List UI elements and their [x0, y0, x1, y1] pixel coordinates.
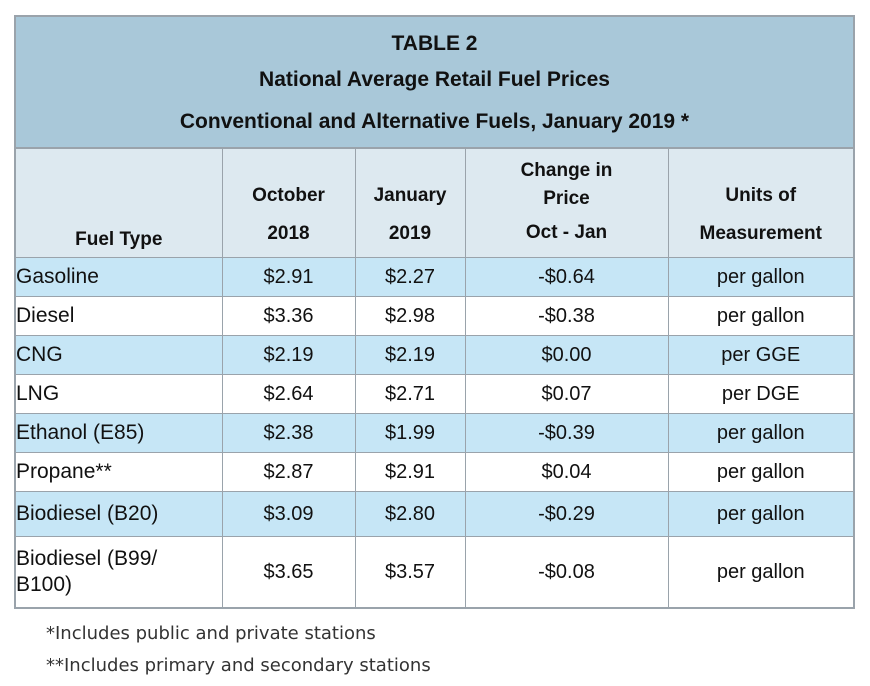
fuel-price-table: TABLE 2 National Average Retail Fuel Pri… — [14, 15, 855, 609]
october-price-cell: $3.65 — [221, 536, 356, 607]
header-units: Units of Measurement — [667, 149, 853, 258]
october-price-cell: $2.91 — [221, 257, 356, 297]
header-row: Fuel Type October 2018 January 2019 Chan… — [16, 149, 853, 258]
october-price-cell: $2.19 — [221, 335, 356, 375]
october-price-cell: $3.36 — [221, 296, 356, 336]
price-change-cell: -$0.39 — [464, 413, 669, 453]
january-price-cell: $2.71 — [354, 374, 466, 414]
fuel-type-cell: Propane** — [16, 452, 223, 492]
unit-cell: per gallon — [667, 491, 853, 537]
fuel-type-cell: Diesel — [16, 296, 223, 336]
unit-cell: per DGE — [667, 374, 853, 414]
october-price-cell: $2.64 — [221, 374, 356, 414]
header-october-2018: October 2018 — [221, 149, 356, 258]
fuel-type-cell: Gasoline — [16, 257, 223, 297]
october-price-cell: $3.09 — [221, 491, 356, 537]
fuel-type-cell: Ethanol (E85) — [16, 413, 223, 453]
unit-cell: per GGE — [667, 335, 853, 375]
price-change-cell: $0.00 — [464, 335, 669, 375]
footnote-primary-secondary: **Includes primary and secondary station… — [46, 655, 431, 676]
fuel-type-cell: LNG — [16, 374, 223, 414]
table-row: Gasoline $2.91 $2.27 -$0.64 per gallon — [16, 257, 853, 297]
header-fuel-type: Fuel Type — [16, 149, 223, 258]
price-change-cell: -$0.64 — [464, 257, 669, 297]
october-price-cell: $2.38 — [221, 413, 356, 453]
table-row: Propane** $2.87 $2.91 $0.04 per gallon — [16, 452, 853, 492]
january-price-cell: $2.91 — [354, 452, 466, 492]
fuel-type-cell: Biodiesel (B99/ B100) — [16, 536, 223, 607]
unit-cell: per gallon — [667, 536, 853, 607]
january-price-cell: $3.57 — [354, 536, 466, 607]
table-subtitle: Conventional and Alternative Fuels, Janu… — [179, 110, 690, 133]
table-title: National Average Retail Fuel Prices — [259, 68, 610, 91]
january-price-cell: $1.99 — [354, 413, 466, 453]
table-number: TABLE 2 — [391, 32, 478, 55]
table-row: Ethanol (E85) $2.38 $1.99 -$0.39 per gal… — [16, 413, 853, 453]
price-change-cell: -$0.29 — [464, 491, 669, 537]
january-price-cell: $2.19 — [354, 335, 466, 375]
price-change-cell: $0.04 — [464, 452, 669, 492]
table-row: Biodiesel (B99/ B100) $3.65 $3.57 -$0.08… — [16, 536, 853, 607]
fuel-type-cell: Biodiesel (B20) — [16, 491, 223, 537]
footnotes: *Includes public and private stations **… — [46, 618, 431, 682]
footnote-public-private: *Includes public and private stations — [46, 623, 376, 644]
header-change-in-price: Change in Price Oct - Jan — [464, 149, 669, 258]
price-grid: Fuel Type October 2018 January 2019 Chan… — [16, 149, 853, 607]
table-title-block: TABLE 2 National Average Retail Fuel Pri… — [16, 17, 853, 149]
january-price-cell: $2.27 — [354, 257, 466, 297]
price-change-cell: -$0.08 — [464, 536, 669, 607]
unit-cell: per gallon — [667, 296, 853, 336]
table-row: Biodiesel (B20) $3.09 $2.80 -$0.29 per g… — [16, 491, 853, 537]
october-price-cell: $2.87 — [221, 452, 356, 492]
january-price-cell: $2.80 — [354, 491, 466, 537]
price-change-cell: $0.07 — [464, 374, 669, 414]
unit-cell: per gallon — [667, 452, 853, 492]
table-row: Diesel $3.36 $2.98 -$0.38 per gallon — [16, 296, 853, 336]
table-row: CNG $2.19 $2.19 $0.00 per GGE — [16, 335, 853, 375]
price-change-cell: -$0.38 — [464, 296, 669, 336]
header-january-2019: January 2019 — [354, 149, 466, 258]
january-price-cell: $2.98 — [354, 296, 466, 336]
fuel-type-cell: CNG — [16, 335, 223, 375]
unit-cell: per gallon — [667, 413, 853, 453]
unit-cell: per gallon — [667, 257, 853, 297]
table-row: LNG $2.64 $2.71 $0.07 per DGE — [16, 374, 853, 414]
